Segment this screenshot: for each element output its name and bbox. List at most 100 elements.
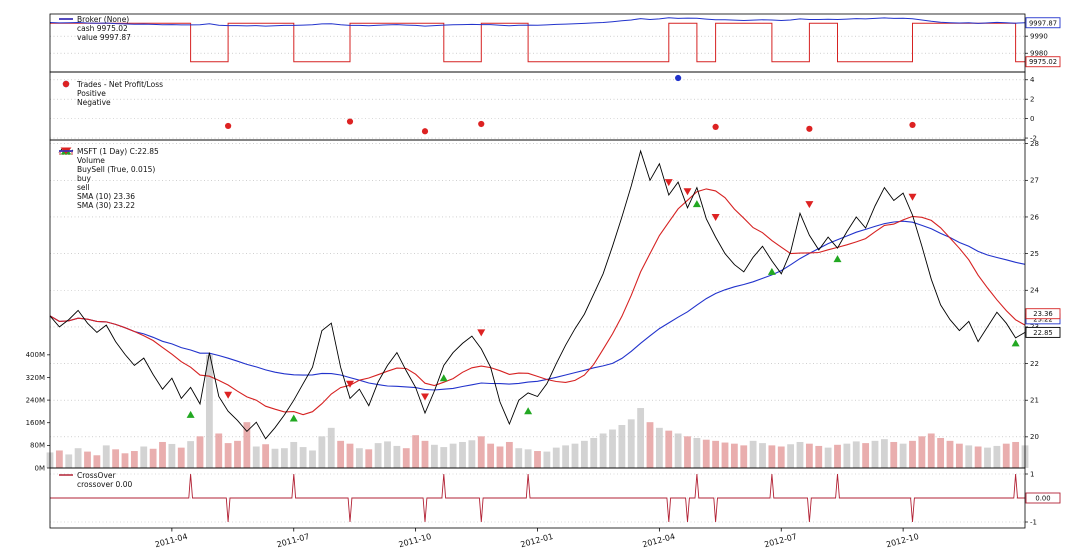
price-panel: 2827262524232221200M80M160M240M320M400M2… bbox=[26, 139, 1061, 472]
buy-markers bbox=[186, 200, 1020, 422]
crossover-panel: 1 -1 0.00 bbox=[49, 467, 1061, 529]
svg-text:-1: -1 bbox=[1030, 518, 1037, 526]
legend-buysell-label: BuySell (True, 0.015) bbox=[77, 165, 156, 174]
svg-text:160M: 160M bbox=[26, 419, 45, 427]
loss-dot bbox=[421, 128, 429, 135]
trades-panel: 4 2 0 -2 bbox=[49, 71, 1037, 142]
legend-broker-title: Broker (None) bbox=[77, 15, 130, 24]
svg-text:4: 4 bbox=[1030, 76, 1035, 84]
svg-text:1: 1 bbox=[1030, 470, 1034, 478]
loss-dot bbox=[806, 125, 813, 132]
legend-buy-row: buy bbox=[58, 174, 159, 183]
volume-bars bbox=[46, 354, 1029, 468]
legend-msft-label: MSFT (1 Day) C:22.85 bbox=[77, 147, 159, 156]
legend-sma30-label: SMA (30) 23.22 bbox=[77, 201, 135, 210]
svg-text:28: 28 bbox=[1030, 140, 1039, 148]
svg-text:21: 21 bbox=[1030, 397, 1039, 405]
svg-text:27: 27 bbox=[1030, 177, 1039, 185]
x-tick-label: 2011-07 bbox=[276, 532, 311, 549]
svg-text:22: 22 bbox=[1030, 360, 1039, 368]
loss-dot bbox=[346, 118, 354, 125]
svg-text:-2: -2 bbox=[1030, 134, 1037, 142]
legend-cash-row: cash 9975.02 bbox=[58, 18, 131, 33]
crossover-line bbox=[50, 473, 1025, 523]
sell-markers bbox=[224, 179, 917, 401]
value-line-icon bbox=[58, 18, 74, 42]
svg-text:24: 24 bbox=[1030, 287, 1039, 295]
x-axis: 2011-04 2011-07 2011-10 2012-01 2012-04 2012-… bbox=[154, 528, 920, 549]
broker-panel: 9990 9980 9997.87 9975.02 bbox=[49, 13, 1061, 73]
legend-buy-label: buy bbox=[77, 174, 91, 183]
sma10-line bbox=[49, 188, 1026, 416]
legend-crossover-title-row: CrossOver bbox=[58, 471, 132, 480]
volume-bars-icon bbox=[58, 149, 74, 165]
svg-text:23.22: 23.22 bbox=[1033, 315, 1052, 323]
svg-text:9980: 9980 bbox=[1030, 50, 1048, 58]
sell-triangle-icon bbox=[58, 147, 74, 192]
legend-positive-row: Positive bbox=[58, 89, 163, 98]
x-tick-label: 2012-10 bbox=[885, 532, 920, 549]
crossover-line-icon bbox=[58, 474, 74, 489]
legend-price: MSFT (1 Day) C:22.85 Volume BuySell (Tru… bbox=[58, 147, 159, 210]
sma30-line-icon bbox=[58, 150, 74, 210]
loss-dot bbox=[478, 120, 485, 128]
svg-text:0: 0 bbox=[1030, 115, 1034, 123]
svg-text:26: 26 bbox=[1030, 213, 1039, 221]
svg-text:9997.87: 9997.87 bbox=[1029, 19, 1057, 27]
legend-broker: Broker (None) cash 9975.02 value 9997.87 bbox=[58, 15, 131, 42]
x-tick-label: 2011-04 bbox=[154, 532, 189, 549]
svg-text:9975.02: 9975.02 bbox=[1029, 58, 1057, 66]
svg-text:25: 25 bbox=[1030, 250, 1039, 258]
legend-sell-label: sell bbox=[77, 183, 90, 192]
svg-text:9990: 9990 bbox=[1030, 32, 1048, 40]
legend-negative-row: Negative bbox=[58, 80, 163, 107]
legend-negative-label: Negative bbox=[77, 98, 111, 107]
spacer bbox=[58, 90, 74, 98]
legend-sma10-label: SMA (10) 23.36 bbox=[77, 192, 135, 201]
svg-text:80M: 80M bbox=[30, 442, 45, 450]
legend-sell-row: sell bbox=[58, 147, 159, 192]
legend-crossover-row: crossover 0.00 bbox=[58, 474, 133, 489]
sma10-line-icon bbox=[58, 150, 74, 201]
legend-crossover-label: crossover 0.00 bbox=[77, 480, 133, 489]
sma30-line bbox=[49, 220, 1026, 391]
buy-triangle-icon bbox=[58, 148, 74, 174]
legend-value-label: value 9997.87 bbox=[77, 33, 131, 42]
svg-text:320M: 320M bbox=[26, 374, 45, 382]
legend-sma10-row: SMA (10) 23.36 bbox=[58, 150, 159, 201]
legend-cash-label: cash 9975.02 bbox=[77, 24, 128, 33]
legend-positive-label: Positive bbox=[77, 89, 106, 98]
svg-text:0.00: 0.00 bbox=[1035, 495, 1050, 503]
cash-line-icon bbox=[58, 18, 74, 33]
negative-dot-icon bbox=[58, 80, 74, 107]
x-tick-label: 2011-10 bbox=[398, 532, 433, 549]
svg-text:2: 2 bbox=[1030, 96, 1034, 104]
svg-text:0M: 0M bbox=[35, 464, 46, 472]
legend-buysell-row: BuySell (True, 0.015) bbox=[58, 148, 159, 174]
legend-crossover: CrossOver crossover 0.00 bbox=[58, 471, 132, 489]
value-line bbox=[49, 17, 1026, 27]
loss-dot bbox=[225, 122, 232, 130]
loss-dot bbox=[712, 123, 719, 130]
x-tick-label: 2012-01 bbox=[520, 532, 555, 549]
svg-text:240M: 240M bbox=[26, 396, 45, 404]
svg-text:400M: 400M bbox=[26, 351, 45, 359]
legend-volume-label: Volume bbox=[77, 156, 105, 165]
price-line bbox=[49, 149, 1026, 440]
loss-dot bbox=[909, 121, 916, 129]
legend-crossover-title: CrossOver bbox=[77, 471, 116, 480]
legend-trades-title: Trades - Net Profit/Loss bbox=[77, 80, 164, 89]
legend-trades: Trades - Net Profit/Loss Positive Negati… bbox=[58, 80, 163, 107]
legend-volume-row: Volume bbox=[58, 149, 159, 165]
svg-text:23.36: 23.36 bbox=[1033, 310, 1052, 318]
legend-sma30-row: SMA (30) 23.22 bbox=[58, 150, 159, 210]
profit-dot bbox=[675, 74, 682, 82]
spacer bbox=[58, 175, 74, 183]
legend-value-row: value 9997.87 bbox=[58, 18, 131, 42]
x-tick-label: 2012-04 bbox=[641, 532, 676, 549]
svg-text:22.85: 22.85 bbox=[1033, 329, 1052, 337]
svg-text:20: 20 bbox=[1030, 433, 1039, 441]
cash-line bbox=[50, 22, 1025, 63]
